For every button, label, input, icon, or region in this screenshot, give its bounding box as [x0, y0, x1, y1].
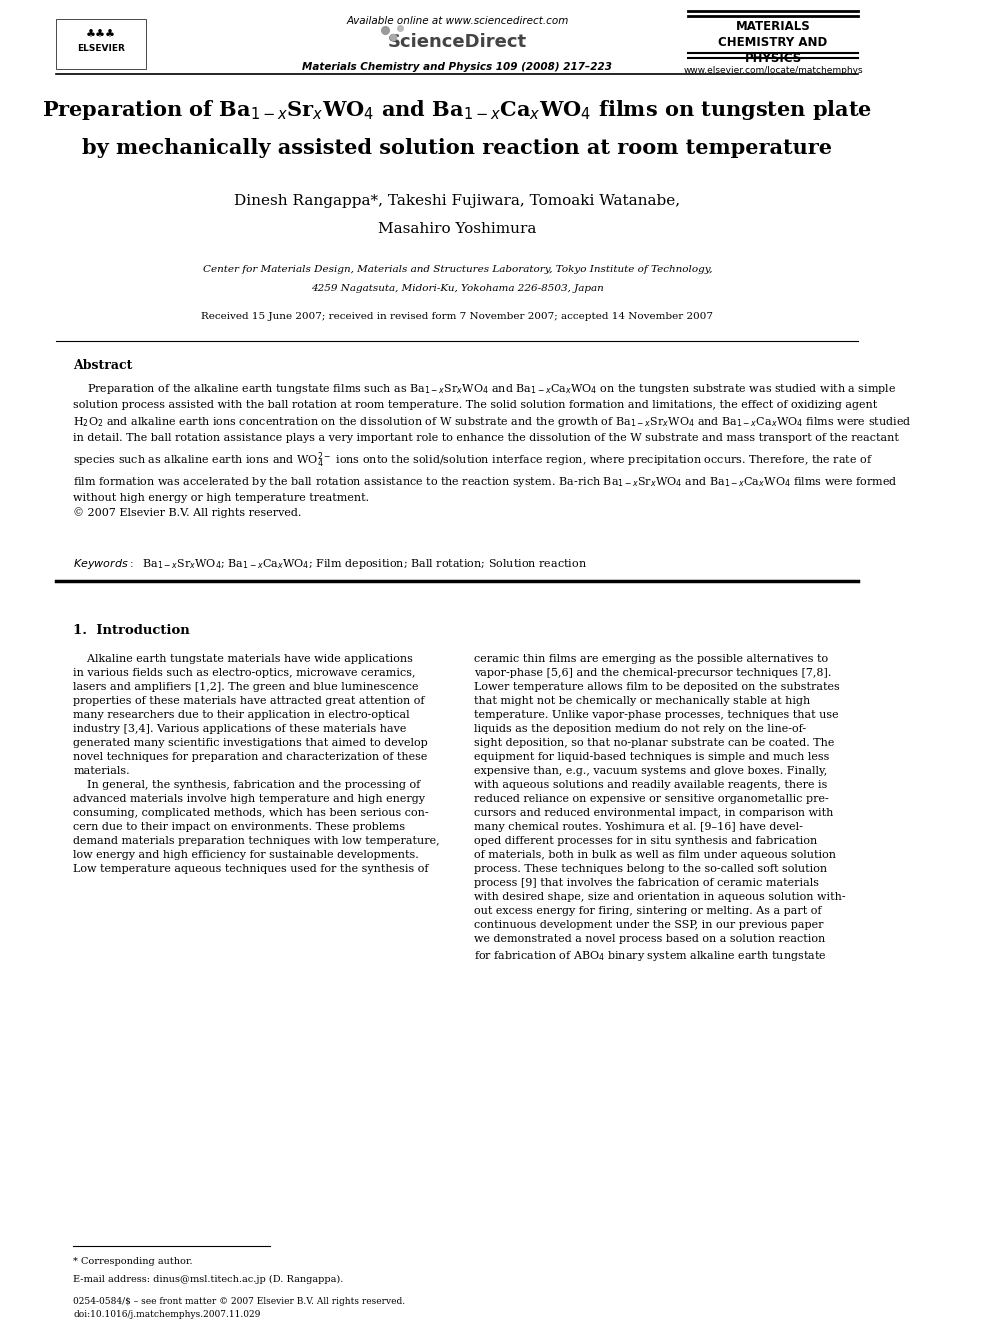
Text: doi:10.1016/j.matchemphys.2007.11.029: doi:10.1016/j.matchemphys.2007.11.029	[73, 1310, 261, 1319]
Text: www.elsevier.com/locate/matchemphys: www.elsevier.com/locate/matchemphys	[683, 66, 863, 75]
Text: ScienceDirect: ScienceDirect	[388, 33, 527, 52]
Text: ceramic thin films are emerging as the possible alternatives to
vapor-phase [5,6: ceramic thin films are emerging as the p…	[474, 654, 846, 963]
Text: 0254-0584/$ – see front matter © 2007 Elsevier B.V. All rights reserved.: 0254-0584/$ – see front matter © 2007 El…	[73, 1297, 406, 1306]
Text: Alkaline earth tungstate materials have wide applications
in various fields such: Alkaline earth tungstate materials have …	[73, 654, 440, 873]
Bar	[57, 19, 146, 69]
Text: Preparation of the alkaline earth tungstate films such as Ba$_{1-x}$Sr$_x$WO$_4$: Preparation of the alkaline earth tungst…	[73, 382, 912, 517]
Text: Materials Chemistry and Physics 109 (2008) 217–223: Materials Chemistry and Physics 109 (200…	[303, 62, 612, 73]
Text: ELSEVIER: ELSEVIER	[76, 44, 125, 53]
Text: by mechanically assisted solution reaction at room temperature: by mechanically assisted solution reacti…	[82, 138, 832, 157]
Text: Abstract: Abstract	[73, 359, 133, 372]
Text: Dinesh Rangappa*, Takeshi Fujiwara, Tomoaki Watanabe,: Dinesh Rangappa*, Takeshi Fujiwara, Tomo…	[234, 194, 681, 209]
Text: ♣♣♣: ♣♣♣	[85, 29, 116, 40]
Text: Available online at www.sciencedirect.com: Available online at www.sciencedirect.co…	[346, 16, 568, 26]
Text: Preparation of Ba$_{1-x}$Sr$_x$WO$_4$ and Ba$_{1-x}$Ca$_x$WO$_4$ films on tungst: Preparation of Ba$_{1-x}$Sr$_x$WO$_4$ an…	[43, 98, 872, 122]
Text: MATERIALS
CHEMISTRY AND
PHYSICS: MATERIALS CHEMISTRY AND PHYSICS	[718, 20, 827, 65]
Text: Masahiro Yoshimura: Masahiro Yoshimura	[378, 222, 537, 237]
Text: Received 15 June 2007; received in revised form 7 November 2007; accepted 14 Nov: Received 15 June 2007; received in revis…	[201, 312, 713, 321]
Text: 1.  Introduction: 1. Introduction	[73, 624, 190, 638]
Text: 4259 Nagatsuta, Midori-Ku, Yokohama 226-8503, Japan: 4259 Nagatsuta, Midori-Ku, Yokohama 226-…	[310, 284, 604, 294]
Text: Center for Materials Design, Materials and Structures Laboratory, Tokyo Institut: Center for Materials Design, Materials a…	[202, 265, 712, 274]
Text: * Corresponding author.: * Corresponding author.	[73, 1257, 193, 1266]
Text: E-mail address: dinus@msl.titech.ac.jp (D. Rangappa).: E-mail address: dinus@msl.titech.ac.jp (…	[73, 1275, 343, 1285]
Text: $\it{Keywords:}$  Ba$_{1-x}$Sr$_x$WO$_4$; Ba$_{1-x}$Ca$_x$WO$_4$; Film depositio: $\it{Keywords:}$ Ba$_{1-x}$Sr$_x$WO$_4$;…	[73, 557, 587, 572]
